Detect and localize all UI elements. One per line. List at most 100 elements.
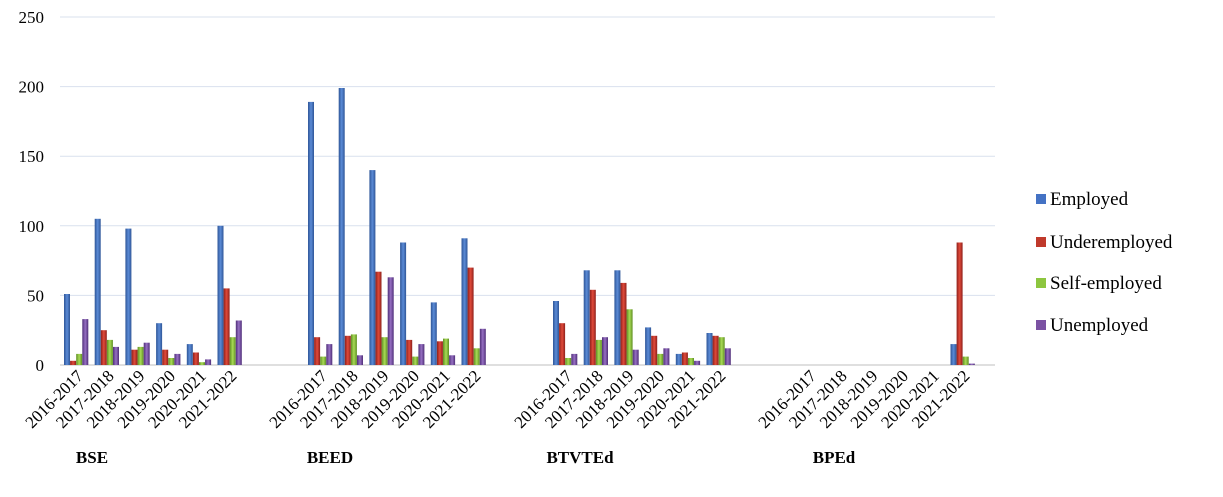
bar-self-employed [657, 353, 664, 365]
bar-self-employed [718, 337, 725, 365]
bar-employed [645, 327, 652, 365]
bar-employed [400, 242, 407, 365]
bar-unemployed [571, 353, 578, 365]
bar-underemployed [162, 349, 169, 365]
bar-employed [308, 101, 314, 366]
bar-employed [430, 302, 437, 365]
bar-employed [461, 238, 468, 365]
group-label: BPEd [813, 448, 856, 467]
group-labels: BSE BEED BTVTEd BPEd [76, 448, 856, 467]
bar-underemployed [589, 289, 596, 365]
bar-employed [186, 344, 193, 365]
bar-self-employed [106, 339, 113, 365]
bar-underemployed [436, 341, 443, 365]
gridlines [60, 16, 995, 366]
bar-employed [64, 294, 70, 365]
bar-unemployed [632, 349, 639, 365]
legend-label: Employed [1050, 189, 1129, 210]
bar-employed [338, 88, 345, 365]
group-label: BSE [76, 448, 108, 467]
bar-unemployed [694, 360, 701, 365]
bar-unemployed [418, 344, 425, 365]
bar-employed [614, 270, 621, 365]
x-axis-ticks: 2016-20172017-20182018-20192019-20202020… [21, 366, 973, 432]
y-tick-label: 250 [19, 8, 45, 27]
bar-underemployed [467, 267, 474, 365]
bar-self-employed [473, 348, 480, 365]
bar-self-employed [595, 339, 602, 365]
bar-unemployed [326, 344, 333, 365]
group-label: BEED [307, 448, 353, 467]
bar-underemployed [344, 335, 351, 365]
legend-label: Self-employed [1050, 273, 1162, 294]
bar-self-employed [229, 337, 236, 365]
bar-unemployed [968, 363, 975, 365]
y-axis-ticks: 0 50 100 150 200 250 [19, 8, 45, 375]
bar-unemployed [663, 348, 670, 365]
bar-unemployed [387, 277, 394, 365]
bar-employed [706, 333, 713, 365]
legend-label: Underemployed [1050, 232, 1173, 253]
bar-self-employed [688, 358, 694, 365]
y-tick-label: 150 [19, 147, 45, 166]
legend-swatch [1036, 320, 1046, 330]
bar-employed [125, 228, 132, 365]
bar-underemployed [70, 360, 77, 365]
bar-self-employed [626, 309, 633, 365]
bar-underemployed [651, 335, 658, 365]
bar-self-employed [412, 356, 419, 365]
bar-underemployed [681, 352, 688, 365]
bar-underemployed [314, 337, 321, 365]
bar-unemployed [82, 319, 89, 365]
bar-underemployed [223, 288, 230, 365]
y-tick-label: 100 [19, 217, 45, 236]
bar-unemployed [449, 355, 456, 365]
bar-unemployed [479, 328, 486, 365]
bar-underemployed [406, 339, 413, 365]
legend: Employed Underemployed Self-employed Unempl… [1036, 189, 1173, 336]
bar-underemployed [100, 330, 107, 365]
legend-swatch [1036, 194, 1046, 204]
bar-employed [94, 218, 101, 365]
bar-unemployed [235, 320, 242, 365]
bar-unemployed [357, 355, 363, 365]
bar-self-employed [199, 362, 205, 365]
bar-self-employed [137, 346, 144, 365]
bar-underemployed [559, 323, 566, 365]
bar-unemployed [143, 342, 150, 365]
y-tick-label: 0 [36, 356, 45, 375]
legend-swatch [1036, 278, 1046, 288]
bar-employed [156, 323, 163, 365]
bar-self-employed [443, 338, 449, 365]
bar-employed [369, 170, 376, 365]
bar-unemployed [602, 337, 608, 365]
bar-underemployed [375, 271, 382, 365]
bar-underemployed [131, 349, 138, 365]
bar-self-employed [168, 358, 175, 365]
bar-unemployed [174, 353, 181, 365]
bar-underemployed [192, 352, 199, 365]
bar-self-employed [962, 356, 969, 365]
bar-self-employed [381, 337, 388, 365]
legend-label: Unemployed [1050, 315, 1149, 336]
bar-employed [583, 270, 590, 365]
bar-self-employed [76, 353, 83, 365]
bar-employed [950, 344, 957, 365]
group-label: BTVTEd [546, 448, 614, 467]
y-tick-label: 200 [19, 78, 45, 97]
bar-self-employed [565, 358, 572, 365]
bar-unemployed [205, 359, 212, 365]
bar-underemployed [712, 335, 719, 365]
bar-unemployed [724, 348, 731, 365]
bar-employed [217, 225, 224, 365]
bar-self-employed [320, 356, 327, 365]
bar-unemployed [113, 346, 119, 365]
bar-employed [675, 353, 682, 365]
bar-self-employed [350, 334, 357, 365]
bars [64, 88, 975, 366]
legend-swatch [1036, 237, 1046, 247]
y-tick-label: 50 [27, 286, 44, 305]
bar-employed [553, 301, 559, 365]
bar-underemployed [620, 282, 627, 365]
